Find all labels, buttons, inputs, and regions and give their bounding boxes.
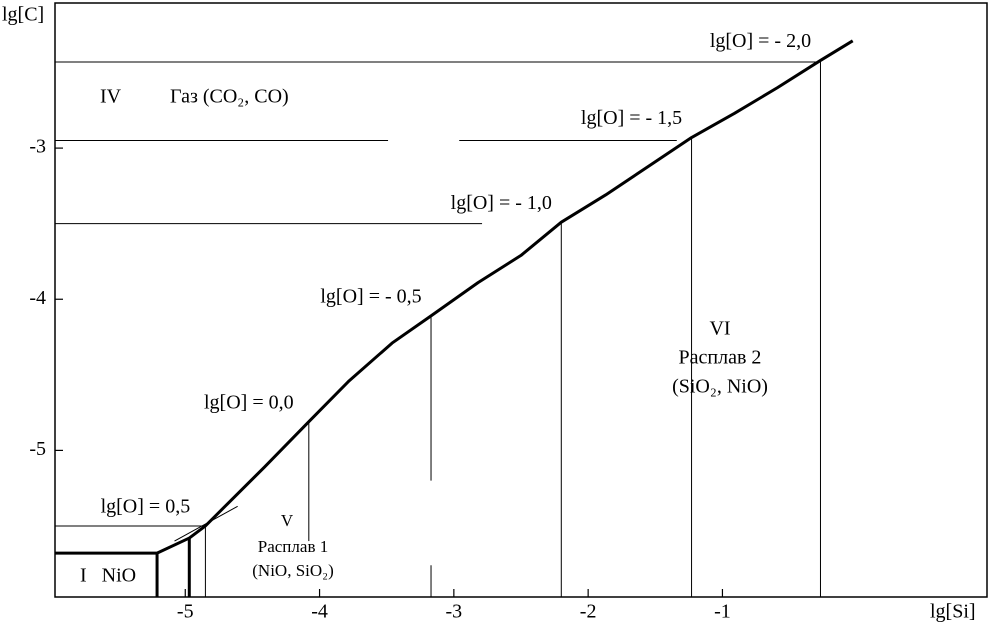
- region-label: V: [281, 511, 294, 530]
- region-label: IV: [100, 86, 122, 108]
- y-tick-label: -4: [29, 287, 46, 309]
- region-label: I NiO: [80, 565, 136, 587]
- y-axis-label: lg[C]: [2, 4, 44, 26]
- boundary-curve: [55, 39, 854, 555]
- x-tick-label: -5: [177, 601, 194, 623]
- region-label: Расплав 1: [258, 537, 328, 556]
- region-label: (NiO, SiO₂): [252, 561, 333, 580]
- y-tick-label: -5: [29, 438, 46, 460]
- isoline-label: lg[O] = - 0,5: [320, 285, 421, 307]
- plot-frame: [54, 2, 988, 598]
- x-axis-label: lg[Si]: [930, 601, 976, 623]
- isoline-label: lg[O] = 0,0: [204, 391, 294, 413]
- x-tick-label: -1: [714, 601, 731, 623]
- isoline-label: lg[O] = - 1,0: [451, 192, 552, 214]
- region-label: (SiO₂, NiO): [672, 376, 768, 398]
- isoline-label: lg[O] = 0,5: [101, 496, 191, 518]
- region-label: Газ (CO₂, CO): [170, 86, 289, 108]
- y-tick-label: -3: [29, 136, 46, 158]
- region-label: VI: [709, 318, 730, 340]
- region-label: Расплав 2: [679, 347, 762, 369]
- isoline-label: lg[O] = - 2,0: [710, 30, 811, 52]
- x-tick-label: -2: [580, 601, 597, 623]
- x-tick-label: -4: [311, 601, 328, 623]
- x-tick-label: -3: [446, 601, 463, 623]
- isoline-label: lg[O] = - 1,5: [581, 107, 682, 129]
